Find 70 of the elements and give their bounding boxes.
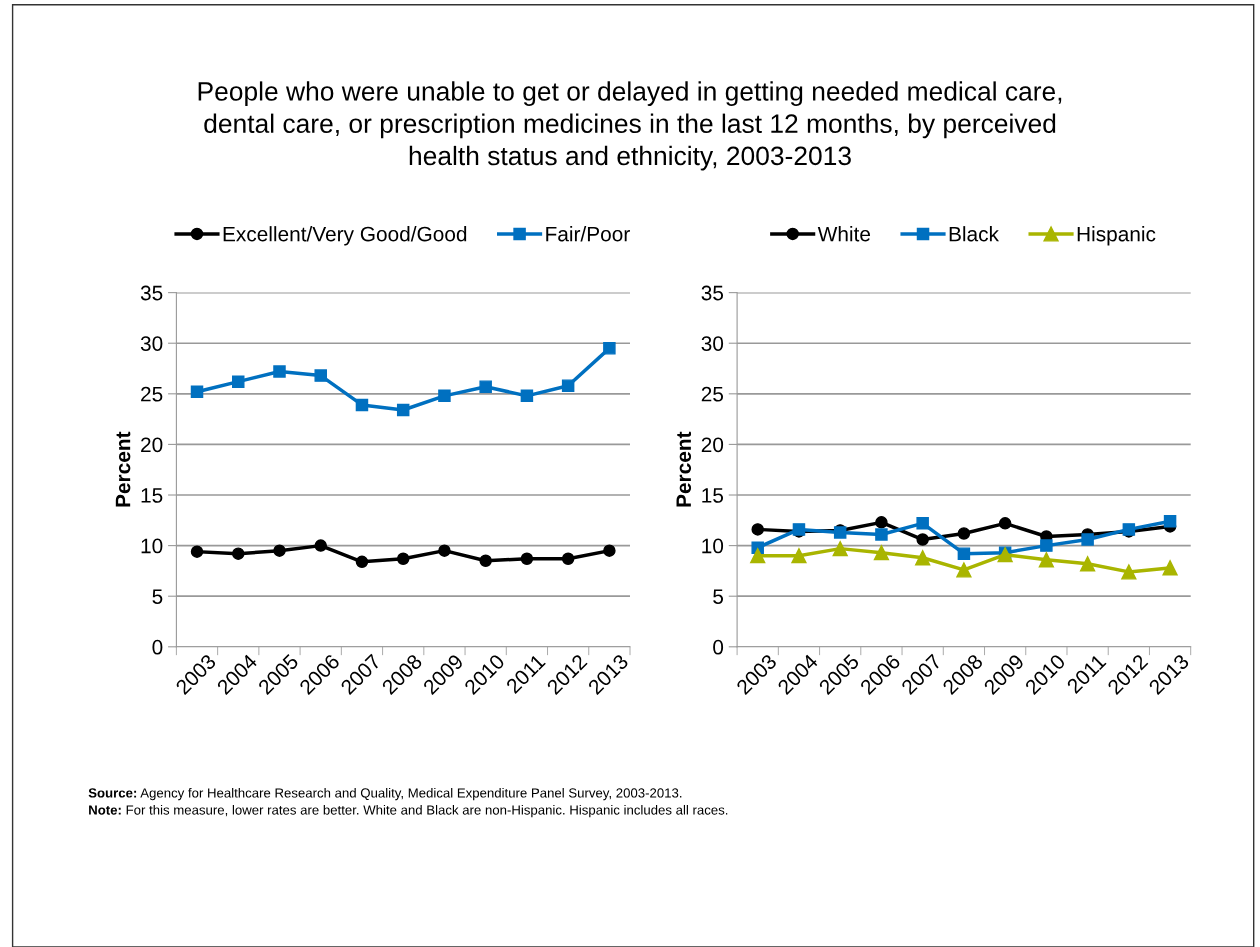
legend-label: White xyxy=(817,226,871,242)
point xyxy=(479,554,492,568)
point xyxy=(479,380,492,393)
point xyxy=(956,562,972,578)
legend-label: Black xyxy=(949,226,999,242)
point xyxy=(561,552,575,566)
legend-label: Excellent/Very Good/Good xyxy=(223,226,467,246)
y-tick-label: 35 xyxy=(701,285,724,301)
point xyxy=(1121,564,1137,580)
y-tick-label: 0 xyxy=(713,639,724,655)
point xyxy=(791,548,807,564)
y-tick-label: 15 xyxy=(702,488,724,503)
point xyxy=(355,398,369,412)
point xyxy=(314,539,327,552)
point xyxy=(875,516,888,529)
point xyxy=(273,544,286,557)
point xyxy=(232,547,245,560)
text: Note: For this measure, lower rates are better. White and Black are non-Hispanic. Hispanic includes all races. xyxy=(89,804,728,818)
source-note: Source: Agency for Healthcare Research and Quality, Medical Expenditure Panel Survey, 2003-2013. xyxy=(88,787,682,801)
point xyxy=(438,544,451,557)
point xyxy=(603,342,616,355)
point xyxy=(957,547,971,560)
point xyxy=(355,555,369,569)
y-tick-label: 30 xyxy=(701,336,724,351)
point xyxy=(561,379,575,392)
chart-title: People who were unable to get or delayed in getting needed medical care, dental care, or prescription medicines in the last 12 months, by perceived health status and ethnicity, 2003-2013 xyxy=(198,81,1062,171)
point xyxy=(1038,552,1055,568)
y-tick-label: 5 xyxy=(713,589,724,604)
point xyxy=(232,375,245,388)
point xyxy=(1040,539,1053,552)
y-tick-label: 10 xyxy=(702,538,724,554)
point xyxy=(1163,515,1177,528)
point xyxy=(190,545,204,558)
point xyxy=(520,389,534,403)
y-tick-label: 20 xyxy=(701,437,724,453)
point xyxy=(832,541,848,557)
point xyxy=(438,389,451,403)
point xyxy=(957,527,971,540)
point xyxy=(916,533,929,546)
point xyxy=(396,552,410,566)
point xyxy=(751,523,764,536)
point xyxy=(915,550,931,566)
y-axis-title: Percent xyxy=(115,431,131,507)
point xyxy=(520,552,534,566)
point xyxy=(1162,560,1178,576)
point xyxy=(1081,533,1094,546)
y-tick-label: 35 xyxy=(140,285,163,301)
y-tick-label: 5 xyxy=(152,589,163,604)
point xyxy=(998,517,1012,530)
legend-label: Hispanic xyxy=(1077,226,1156,246)
point xyxy=(750,548,766,564)
point xyxy=(314,369,327,382)
point xyxy=(190,385,204,399)
point xyxy=(916,517,929,530)
point xyxy=(1079,556,1096,572)
point xyxy=(273,365,286,378)
point xyxy=(997,547,1013,563)
point xyxy=(873,545,890,561)
point xyxy=(875,528,888,541)
point xyxy=(396,403,410,417)
legend-label: Fair/Poor xyxy=(546,226,630,242)
y-tick-label: 30 xyxy=(140,336,163,351)
y-tick-label: 15 xyxy=(141,488,163,503)
point xyxy=(603,544,616,557)
y-tick-label: 25 xyxy=(141,386,163,402)
y-tick-label: 20 xyxy=(141,437,163,453)
y-tick-label: 25 xyxy=(701,386,724,402)
y-tick-label: 0 xyxy=(152,639,163,655)
y-axis-title: Percent xyxy=(676,431,692,507)
y-tick-label: 10 xyxy=(141,538,163,554)
